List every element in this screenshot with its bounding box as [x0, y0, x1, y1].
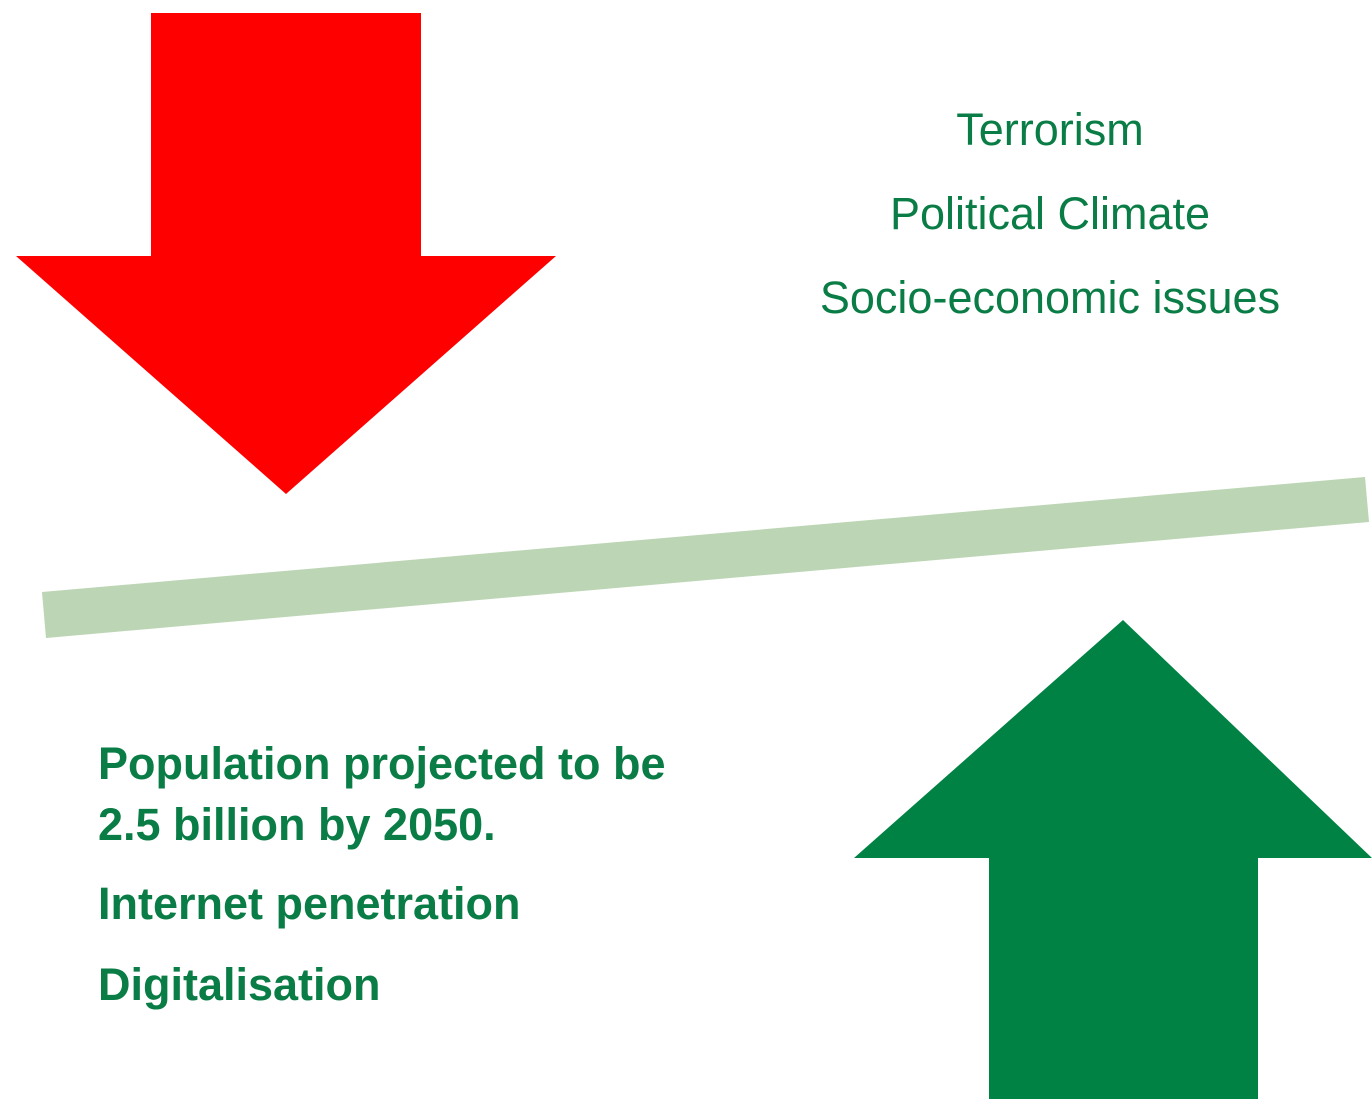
- up-arrow-icon: [854, 620, 1372, 1099]
- positive-factor-item: Internet penetration: [98, 878, 521, 929]
- negative-factor-item: Terrorism: [956, 104, 1144, 155]
- down-arrow-icon: [16, 13, 556, 494]
- negative-factors-list: Terrorism Political Climate Socio-econom…: [770, 88, 1330, 340]
- positive-factor-item: Population projected to be 2.5 billion b…: [98, 738, 666, 850]
- positive-factor-item: Digitalisation: [98, 959, 381, 1010]
- positive-factors-list: Population projected to be 2.5 billion b…: [98, 733, 698, 1035]
- balance-beam: [42, 477, 1369, 638]
- negative-factor-item: Political Climate: [889, 188, 1211, 239]
- negative-factor-item: Socio-economic issues: [819, 272, 1281, 323]
